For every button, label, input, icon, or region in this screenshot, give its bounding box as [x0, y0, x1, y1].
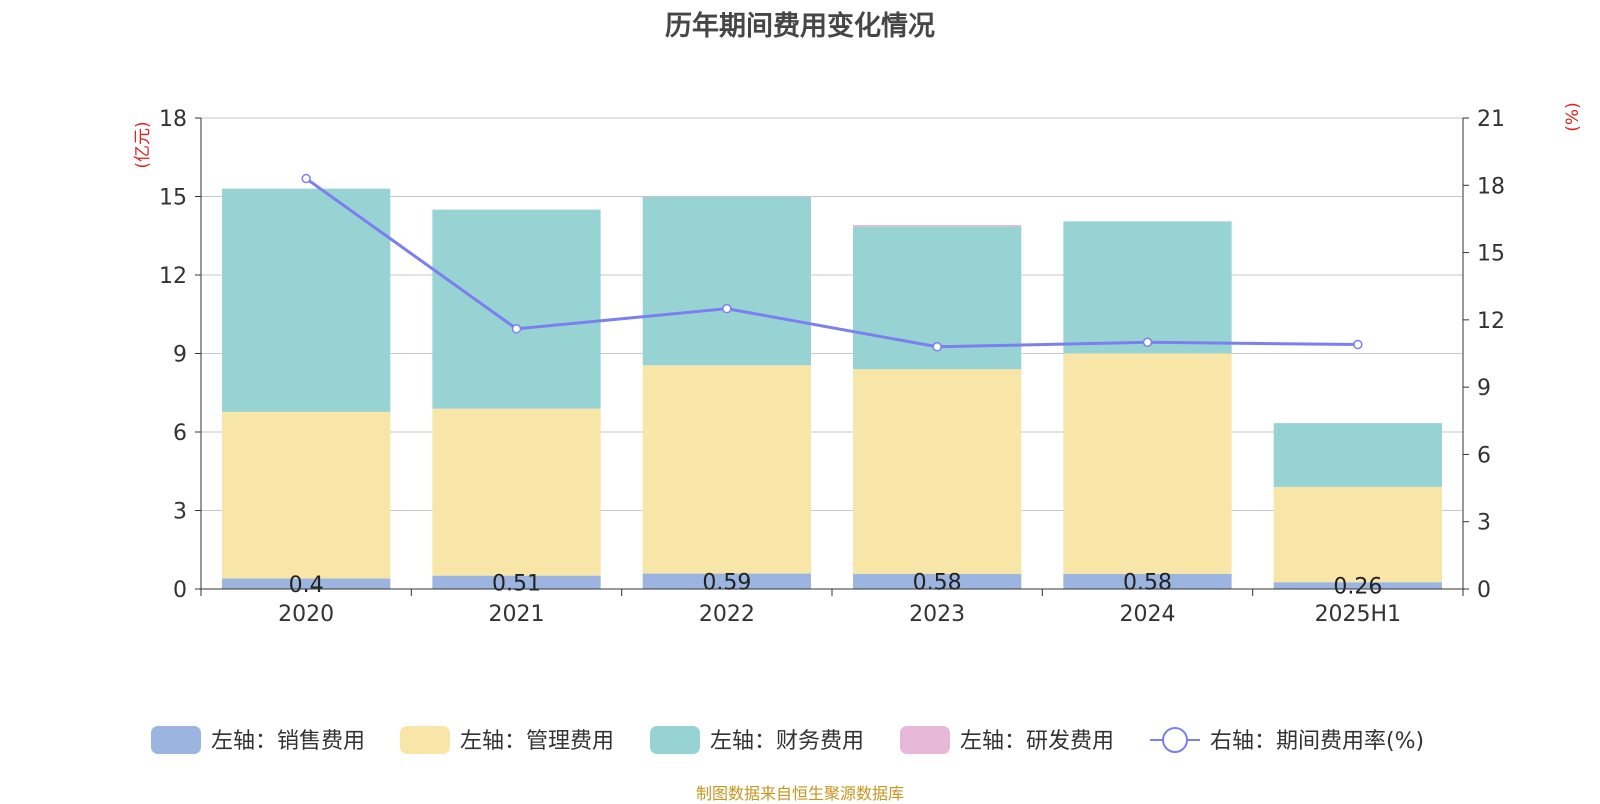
legend-swatch	[151, 726, 201, 754]
bar-data-label: 0.26	[1333, 575, 1382, 600]
right-axis-tick-label: 6	[1477, 443, 1491, 468]
rate-line	[305, 177, 1358, 349]
bar-segment	[642, 365, 811, 574]
legend-label: 左轴：销售费用	[211, 729, 365, 754]
bar-data-label: 0.59	[702, 570, 751, 595]
left-axis-tick-label: 12	[159, 264, 187, 289]
right-axis-tick-label: 0	[1477, 578, 1491, 603]
bar-segment	[432, 575, 601, 589]
bar-data-label: 0.51	[492, 571, 541, 596]
right-axis-unit-label: (%)	[1563, 102, 1583, 131]
bar-data-label: 0.4	[289, 573, 324, 598]
legend-label: 左轴：研发费用	[960, 729, 1114, 754]
bar-segment	[222, 578, 391, 589]
bar-segment	[642, 195, 811, 197]
rate-point	[1142, 337, 1153, 348]
bar-segment	[1063, 353, 1232, 574]
bar-segment	[1063, 573, 1232, 589]
bar-data-label: 0.58	[913, 570, 962, 595]
bar-segment	[222, 411, 391, 579]
right-axis-tick-label: 18	[1477, 174, 1505, 199]
left-axis-tick-label: 15	[159, 186, 187, 211]
x-axis-tick-label: 2020	[278, 602, 334, 627]
chart: 0 3 6 9 12 15 18 0 3 6 9 12 15 18 21 0.4 0.51 0.59 0.58 0.5…	[133, 102, 1583, 754]
x-axis-tick-label: 2022	[699, 602, 755, 627]
bar-segment	[642, 196, 811, 366]
x-axis-tick-label: 2021	[489, 602, 545, 627]
left-axis-tick-label: 0	[173, 578, 187, 603]
bar-segment	[432, 209, 601, 409]
bar-segment	[853, 225, 1022, 227]
bar-segment	[1273, 486, 1442, 583]
rate-point	[511, 324, 522, 334]
left-axis-unit-label: (亿元)	[133, 121, 153, 168]
x-axis-tick-label: 2024	[1120, 602, 1176, 627]
rate-point	[1353, 339, 1363, 350]
legend-swatch	[900, 726, 950, 754]
bar-segment	[432, 408, 601, 576]
bar-segment	[853, 573, 1022, 589]
legend-label: 左轴：管理费用	[460, 729, 614, 754]
x-axis-tick-label: 2023	[909, 602, 965, 627]
source-note: 制图数据来自恒生聚源数据库	[695, 784, 904, 803]
rate-point	[301, 173, 311, 184]
right-axis-tick-label: 15	[1477, 242, 1505, 267]
bar-segment	[642, 573, 811, 589]
rate-point	[932, 342, 942, 352]
right-axis-tick-label: 21	[1477, 107, 1505, 132]
legend-label: 左轴：财务费用	[710, 729, 864, 754]
bar-segment	[1273, 582, 1442, 589]
bar-data-label: 0.58	[1123, 570, 1172, 595]
left-axis-tick-label: 3	[173, 500, 187, 525]
legend-marker-icon	[1162, 727, 1188, 753]
right-axis-tick-label: 3	[1477, 511, 1491, 536]
left-axis-tick-label: 6	[173, 421, 187, 446]
right-axis-tick-label: 12	[1477, 309, 1505, 334]
right-axis-tick-label: 9	[1477, 376, 1491, 401]
chart-title: 历年期间费用变化情况	[665, 11, 935, 42]
legend-label: 右轴：期间费用率(%)	[1210, 729, 1424, 754]
left-axis-tick-label: 18	[159, 107, 187, 132]
rate-point	[722, 303, 732, 314]
bar-segment	[853, 369, 1022, 574]
legend-swatch	[400, 726, 450, 754]
bar-segment	[1063, 221, 1232, 354]
x-axis-tick-label: 2025H1	[1315, 602, 1402, 627]
bar-segment	[222, 188, 391, 412]
left-axis-tick-label: 9	[173, 343, 187, 368]
bar-segment	[1273, 423, 1442, 487]
legend-swatch	[650, 726, 700, 754]
